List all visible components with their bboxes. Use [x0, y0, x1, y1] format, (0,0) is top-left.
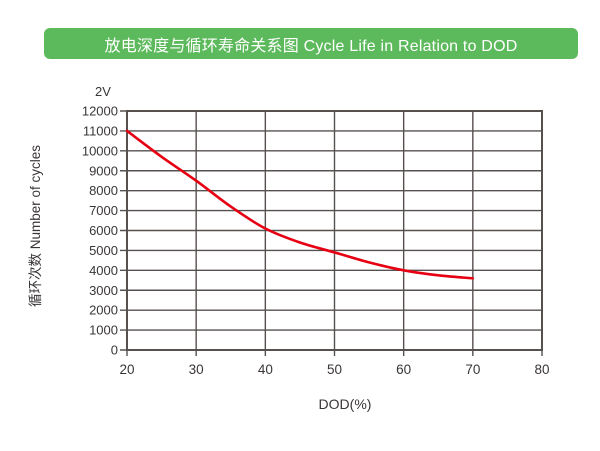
y-tick-label: 8000	[89, 183, 118, 198]
x-tick-label: 60	[396, 362, 411, 377]
x-tick-label: 40	[258, 362, 273, 377]
x-axis-title: DOD(%)	[318, 396, 372, 412]
y-tick-label: 5000	[89, 243, 118, 258]
series-label-2v: 2V	[95, 84, 111, 99]
plot-border	[126, 110, 543, 351]
y-axis-title: 循环次数 Number of cycles	[28, 144, 43, 308]
y-tick-label: 11000	[83, 123, 118, 138]
chart-title-banner: 放电深度与循环寿命关系图 Cycle Life in Relation to D…	[44, 28, 578, 59]
y-tick-label: 10000	[82, 143, 118, 158]
y-tick-label: 9000	[89, 163, 118, 178]
y-tick-label: 4000	[89, 263, 118, 278]
y-tick-label: 6000	[89, 223, 118, 238]
cycle-life-curve	[125, 129, 475, 280]
x-tick-label: 70	[465, 362, 480, 377]
y-tick-label: 2000	[89, 303, 118, 318]
x-tick-label: 80	[534, 362, 549, 377]
x-tick-label: 20	[119, 362, 134, 377]
chart-title: 放电深度与循环寿命关系图 Cycle Life in Relation to D…	[104, 37, 518, 55]
y-tick-label: 0	[111, 343, 118, 358]
y-tick-label: 3000	[89, 283, 118, 298]
y-tick-label: 12000	[82, 104, 118, 119]
x-tick-label: 30	[189, 362, 204, 377]
y-tick-label: 1000	[89, 323, 118, 338]
y-tick-label: 7000	[89, 203, 118, 218]
x-tick-label: 50	[327, 362, 342, 377]
